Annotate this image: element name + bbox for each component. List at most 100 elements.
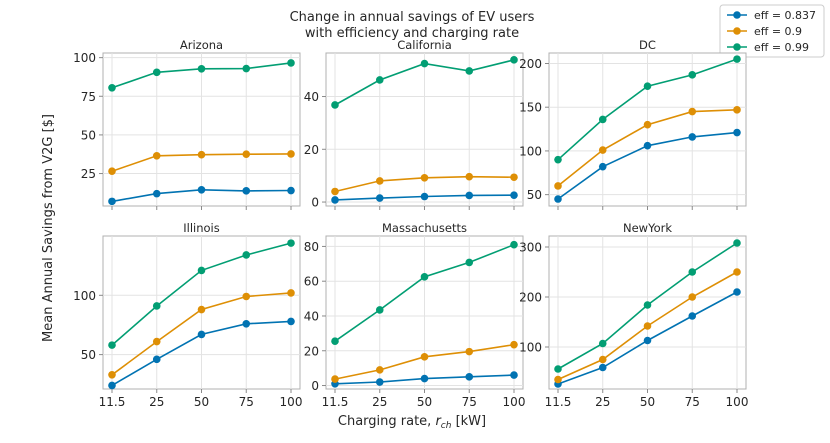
y-tick-label: 100 (73, 51, 96, 65)
x-axis-label: Charging rate, rch [kW] (338, 414, 486, 431)
panel-title: DC (639, 38, 656, 52)
data-point (598, 355, 607, 364)
data-point (331, 187, 339, 196)
y-tick-label: 50 (527, 188, 542, 202)
data-point (420, 273, 429, 281)
x-tick-label: 25 (149, 395, 164, 409)
data-point (554, 155, 562, 164)
x-tick-label: 75 (239, 395, 254, 409)
data-point (108, 341, 116, 349)
panels: 25 50 75 100 Arizona 0 20 40 California 50 100 150 2… (73, 38, 748, 409)
x-tick-label: 75 (685, 395, 700, 409)
data-point (643, 301, 652, 309)
data-point (242, 187, 251, 195)
data-point (465, 258, 474, 267)
data-point (510, 340, 518, 349)
panel-illinois: 11.5 25 50 75 100 50 100 Illinois (73, 221, 302, 409)
data-point (688, 268, 697, 276)
y-tick-label: 150 (519, 101, 542, 115)
legend-label-2: eff = 0.99 (754, 41, 809, 54)
panel-title: Illinois (183, 221, 220, 235)
y-tick-label: 40 (304, 309, 319, 323)
panel-newyork: 11.5 25 50 75 100 100 200 300 NewYork (519, 221, 748, 409)
y-tick-label: 100 (519, 144, 542, 158)
data-point (733, 288, 741, 296)
y-tick-label: 100 (73, 289, 96, 303)
panel-arizona: 25 50 75 100 Arizona (73, 38, 301, 210)
panel-california: 0 20 40 California (304, 38, 524, 210)
x-tick-label: 11.5 (322, 395, 349, 409)
legend-label-1: eff = 0.9 (754, 25, 802, 38)
data-point (733, 55, 741, 63)
data-point (242, 292, 251, 301)
legend-item: eff = 0.99 (727, 41, 809, 54)
data-point (554, 195, 562, 203)
data-point (688, 71, 697, 79)
data-point (197, 330, 206, 339)
x-tick-label: 11.5 (545, 395, 572, 409)
data-point (287, 289, 295, 297)
data-point (152, 189, 161, 198)
data-point (197, 64, 206, 73)
x-axis-label-var: r (435, 414, 442, 429)
y-tick-label: 100 (519, 341, 542, 355)
data-point (598, 146, 607, 154)
data-point (510, 56, 518, 64)
legend-marker-1 (733, 27, 741, 35)
data-point (598, 162, 607, 171)
data-point (287, 150, 295, 158)
data-point (420, 59, 429, 68)
data-point (108, 370, 116, 379)
x-tick-label: 100 (726, 395, 749, 409)
y-tick-label: 50 (81, 128, 96, 142)
panel-title: Massachusetts (382, 221, 467, 235)
data-point (465, 347, 474, 356)
data-point (510, 240, 518, 249)
data-point (420, 173, 429, 182)
data-point (598, 115, 607, 124)
y-tick-label: 0 (311, 379, 319, 393)
data-point (643, 336, 652, 345)
data-point (152, 355, 161, 364)
x-tick-label: 50 (417, 395, 432, 409)
data-point (108, 167, 116, 176)
data-point (643, 82, 652, 91)
panel-title: Arizona (180, 38, 223, 52)
data-point (420, 192, 429, 201)
data-point (197, 150, 206, 159)
data-point (733, 239, 741, 247)
data-point (465, 67, 474, 75)
data-point (688, 312, 697, 320)
panel-title: California (397, 38, 452, 52)
data-point (108, 83, 116, 92)
data-point (688, 107, 697, 116)
y-axis-label: Mean Annual Savings from V2G [$] (41, 114, 56, 342)
data-point (287, 317, 295, 326)
y-tick-label: 20 (304, 344, 319, 358)
data-point (554, 182, 562, 190)
data-point (242, 319, 251, 328)
y-tick-label: 60 (304, 275, 319, 289)
data-point (598, 363, 607, 372)
x-tick-label: 25 (372, 395, 387, 409)
data-point (152, 337, 161, 346)
panel-massachusetts: 11.5 25 50 75 100 0 20 40 60 80 Massachusetts (304, 221, 526, 409)
data-point (375, 306, 384, 314)
x-tick-label: 100 (280, 395, 303, 409)
y-tick-label: 200 (519, 57, 542, 71)
data-point (733, 128, 741, 137)
data-point (242, 150, 251, 159)
y-tick-label: 300 (519, 241, 542, 255)
data-point (598, 339, 607, 348)
y-tick-label: 25 (81, 167, 96, 181)
data-point (465, 172, 474, 181)
data-point (733, 106, 741, 114)
data-point (688, 133, 697, 141)
legend-marker-0 (733, 11, 741, 19)
x-tick-label: 50 (194, 395, 209, 409)
data-point (420, 353, 429, 361)
legend: eff = 0.837 eff = 0.9 eff = 0.99 (719, 4, 825, 58)
y-tick-label: 75 (81, 90, 96, 104)
data-point (554, 375, 562, 384)
